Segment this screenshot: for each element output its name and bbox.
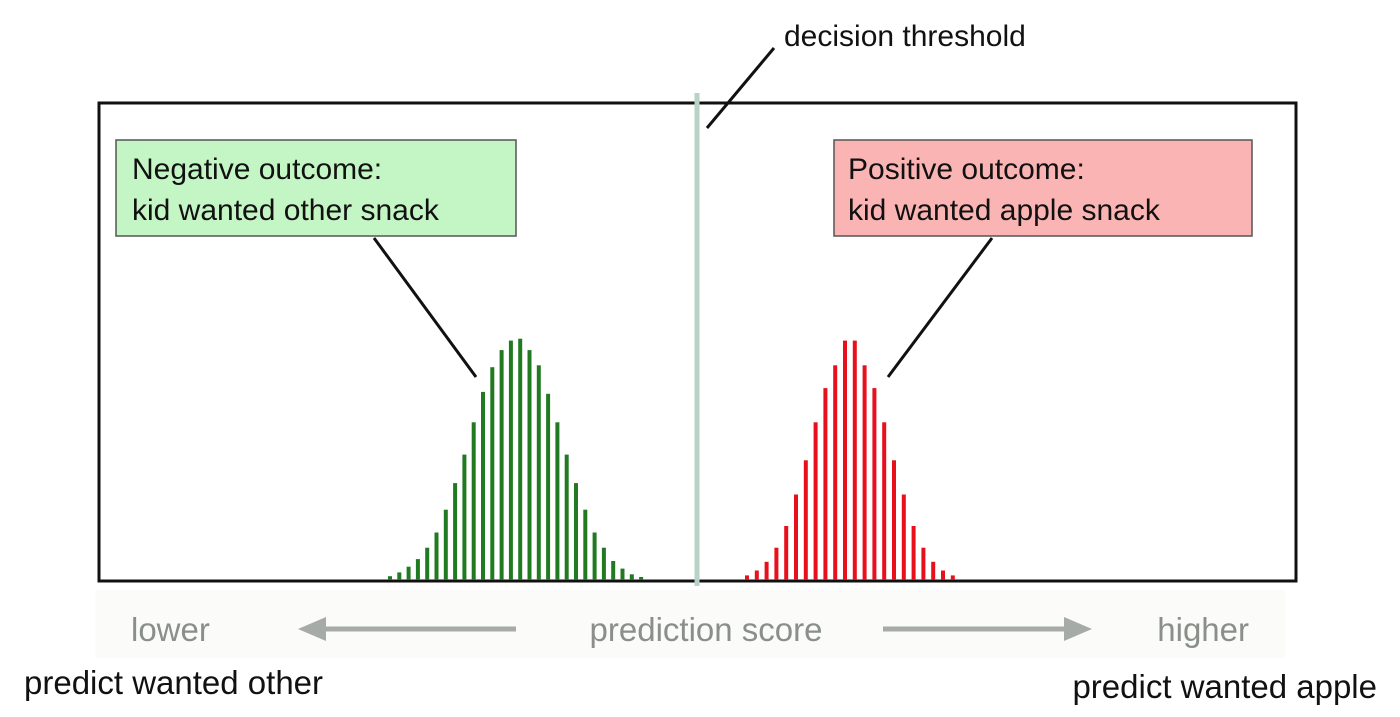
positive-bar (921, 547, 926, 580)
negative-bar (443, 509, 448, 580)
negative-bar (546, 393, 551, 580)
axis-band (95, 590, 1285, 658)
predict-apple-label: predict wanted apple (1072, 668, 1377, 705)
negative-outcome-title: Negative outcome: (132, 153, 382, 186)
negative-bar (499, 350, 504, 580)
positive-bar (794, 494, 798, 580)
positive-outcome-title: Positive outcome: (848, 153, 1085, 186)
left-arrow-icon (298, 617, 516, 641)
negative-bar (453, 483, 458, 580)
positive-distribution (745, 340, 955, 580)
negative-bar (592, 532, 597, 580)
negative-bar (611, 561, 616, 580)
negative-bar (388, 576, 392, 580)
negative-bar (434, 532, 439, 580)
negative-bar (639, 577, 644, 580)
positive-outcome-box (833, 139, 1253, 237)
negative-bar (574, 483, 578, 580)
negative-bar (406, 566, 411, 580)
negative-bar (555, 422, 560, 580)
positive-bar (813, 422, 818, 580)
axis-center-label: prediction score (590, 611, 823, 648)
positive-bar (754, 570, 759, 580)
negative-bar (527, 350, 532, 580)
axis-higher-label: higher (1157, 611, 1249, 648)
positive-bar (872, 388, 877, 580)
negative-bar (490, 367, 495, 580)
positive-bar (862, 365, 867, 580)
negative-bar (536, 365, 541, 580)
threshold-pointer-line (705, 47, 776, 129)
negative-bar (462, 454, 467, 580)
negative-bar (564, 454, 569, 580)
negative-outcome-box (115, 139, 517, 237)
positive-bar (882, 422, 887, 580)
positive-bar (774, 547, 779, 580)
positive-bar (823, 388, 828, 580)
axis-lower-label: lower (131, 611, 210, 648)
right-arrow-icon (883, 617, 1092, 641)
negative-bar (601, 547, 606, 580)
negative-pointer-line (372, 237, 478, 378)
positive-bar (764, 561, 769, 580)
negative-bar (583, 509, 588, 580)
positive-bar (941, 570, 945, 580)
positive-bar (833, 365, 838, 580)
positive-bar (892, 460, 896, 580)
negative-bar (397, 572, 402, 580)
negative-bar (629, 574, 634, 580)
positive-bar (852, 340, 857, 580)
positive-bar (931, 561, 936, 580)
negative-distribution (388, 338, 644, 580)
positive-bar (803, 460, 808, 580)
negative-bar (620, 568, 625, 580)
negative-bar (508, 340, 513, 580)
positive-bar (784, 526, 789, 580)
positive-outcome-detail: kid wanted apple snack (848, 194, 1161, 227)
positive-bar (950, 575, 955, 580)
positive-bar (745, 575, 749, 580)
negative-bar (518, 338, 523, 580)
positive-bar (911, 526, 916, 580)
negative-outcome-detail: kid wanted other snack (132, 194, 440, 227)
negative-bar (471, 422, 476, 580)
positive-bar (901, 494, 906, 580)
positive-pointer-line (886, 237, 994, 378)
predict-other-label: predict wanted other (24, 664, 323, 701)
threshold-label: decision threshold (784, 20, 1026, 53)
negative-bar (415, 559, 420, 580)
positive-bar (843, 340, 847, 580)
negative-bar (425, 547, 430, 580)
negative-bar (481, 391, 485, 580)
